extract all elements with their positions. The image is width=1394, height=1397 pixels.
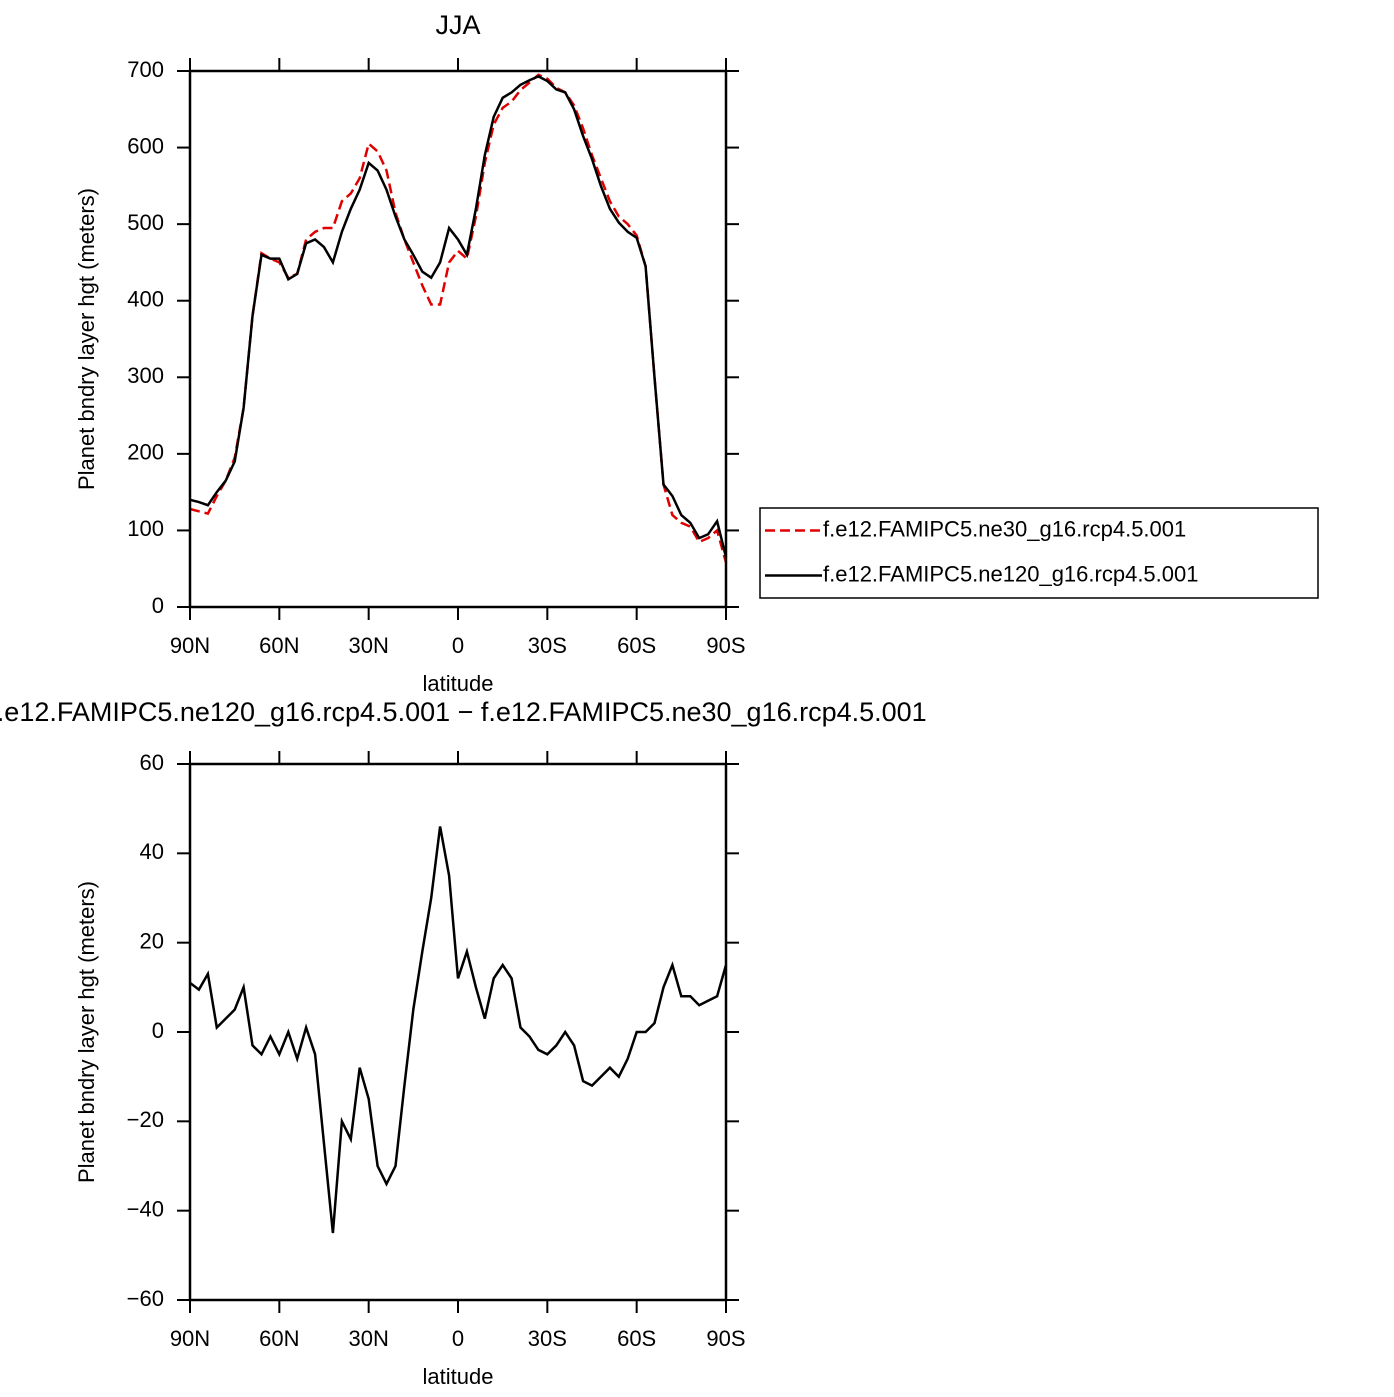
y-tick-label: 20 — [140, 928, 164, 953]
data-line — [189, 826, 728, 1234]
y-tick-label: 400 — [127, 287, 164, 312]
legend-label: f.e12.FAMIPC5.ne120_g16.rcp4.5.001 — [823, 561, 1198, 586]
x-axis-label: latitude — [423, 671, 494, 696]
data-line — [189, 73, 728, 563]
x-tick-label: 0 — [452, 1326, 464, 1351]
y-tick-label: −60 — [127, 1286, 164, 1311]
chart-title: JJA — [435, 10, 480, 40]
y-tick-label: 200 — [127, 440, 164, 465]
x-tick-label: 90N — [170, 633, 210, 658]
y-tick-label: 60 — [140, 750, 164, 775]
x-tick-label: 60N — [259, 633, 299, 658]
x-tick-label: 90S — [706, 633, 745, 658]
data-line — [189, 75, 728, 558]
y-tick-label: 300 — [127, 363, 164, 388]
y-tick-label: −40 — [127, 1196, 164, 1221]
x-tick-label: 60N — [259, 1326, 299, 1351]
y-axis-label: Planet bndry layer hgt (meters) — [74, 188, 99, 490]
legend-label: f.e12.FAMIPC5.ne30_g16.rcp4.5.001 — [823, 516, 1186, 541]
x-tick-label: 60S — [617, 633, 656, 658]
y-axis-label: Planet bndry layer hgt (meters) — [74, 881, 99, 1183]
x-tick-label: 60S — [617, 1326, 656, 1351]
x-tick-label: 90S — [706, 1326, 745, 1351]
x-tick-label: 30N — [348, 633, 388, 658]
y-tick-label: 700 — [127, 57, 164, 82]
plot-frame — [188, 69, 728, 609]
y-tick-label: 600 — [127, 133, 164, 158]
legend-box — [759, 507, 1319, 599]
plot-frame — [188, 762, 728, 1302]
x-tick-label: 30N — [348, 1326, 388, 1351]
y-tick-label: 0 — [152, 593, 164, 618]
x-tick-label: 30S — [528, 633, 567, 658]
y-tick-label: −20 — [127, 1107, 164, 1132]
x-tick-label: 30S — [528, 1326, 567, 1351]
chart-title: f.e12.FAMIPC5.ne120_g16.rcp4.5.001 − f.e… — [0, 697, 927, 727]
y-tick-label: 40 — [140, 839, 164, 864]
y-tick-label: 500 — [127, 210, 164, 235]
y-tick-label: 100 — [127, 516, 164, 541]
x-tick-label: 90N — [170, 1326, 210, 1351]
x-axis-label: latitude — [423, 1364, 494, 1389]
x-tick-label: 0 — [452, 633, 464, 658]
y-tick-label: 0 — [152, 1018, 164, 1043]
